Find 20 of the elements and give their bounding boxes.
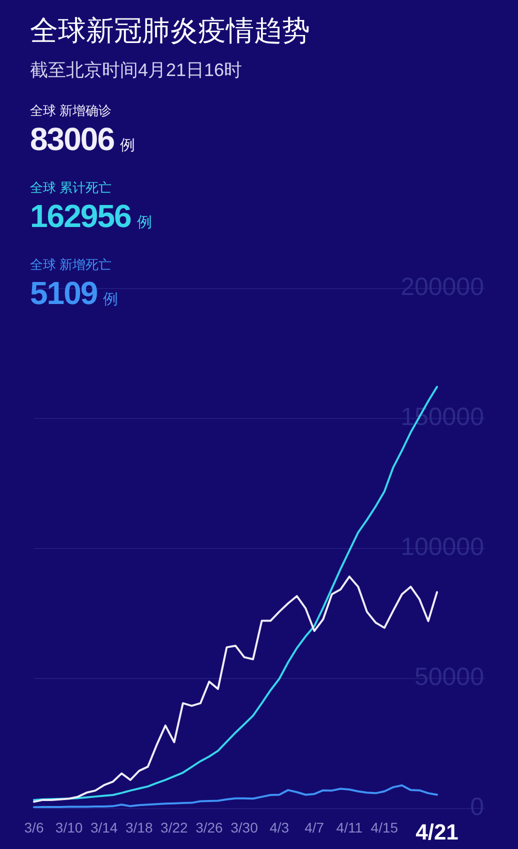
text: 全球 新增确诊 bbox=[30, 102, 113, 119]
x-tick-label: 3/6 bbox=[24, 819, 44, 836]
chart-subtitle: 截至北京时间4月21日16时 bbox=[30, 59, 242, 81]
x-tick-label: 3/14 bbox=[90, 819, 118, 836]
x-tick-label: 3/10 bbox=[55, 819, 83, 836]
text: 全球 新增死亡 bbox=[30, 256, 113, 273]
text: 162956 例 bbox=[30, 198, 152, 234]
x-tick-label: 3/26 bbox=[196, 819, 224, 836]
chart-title: 全球新冠肺炎疫情趋势 bbox=[30, 14, 310, 48]
x-tick-label: 4/21 bbox=[416, 819, 458, 844]
x-tick-label: 3/18 bbox=[126, 819, 153, 836]
x-tick-label: 3/22 bbox=[160, 819, 188, 836]
x-tick-label: 4/3 bbox=[270, 819, 290, 836]
text: 全球 累计死亡 bbox=[30, 179, 113, 196]
text: 83006 例 bbox=[30, 121, 135, 157]
x-tick-label: 3/30 bbox=[230, 819, 258, 836]
x-tick-label: 4/11 bbox=[336, 819, 363, 836]
annotation: 5109 例 bbox=[30, 275, 118, 311]
x-tick-label: 4/15 bbox=[370, 819, 398, 836]
x-tick-label: 4/7 bbox=[304, 819, 324, 836]
